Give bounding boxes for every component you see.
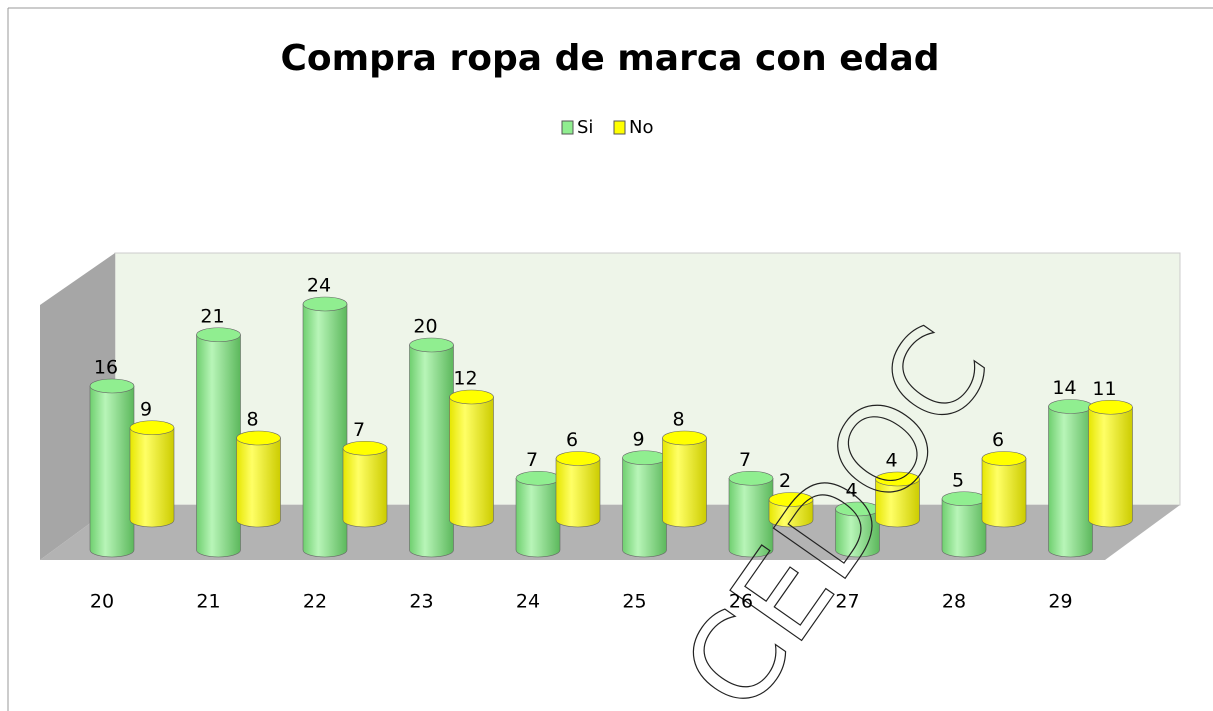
cylinder [728,477,774,558]
x-tick-label: 22 [303,591,327,613]
cylinder-top [409,337,454,353]
cylinder-top [662,430,707,446]
cylinder-top [302,296,348,312]
x-tick-label: 23 [409,591,433,613]
data-label: 6 [992,429,1004,451]
legend-swatch [613,120,626,135]
x-tick-label: 28 [942,591,966,613]
cylinder-top [981,451,1027,466]
cylinder [196,334,241,558]
data-label: 7 [526,449,538,471]
data-label: 8 [672,409,684,431]
data-label: 20 [413,316,437,338]
cylinder-top [1088,399,1133,415]
data-label: 9 [140,398,152,420]
data-label: 4 [845,480,857,502]
data-label: 21 [200,305,224,327]
cylinder [129,427,175,528]
cylinder-top [449,389,494,405]
cylinder-top [515,470,561,486]
cylinder-top [196,327,241,343]
x-tick-label: 21 [196,591,220,613]
cylinder-top [555,451,601,466]
cylinder [662,437,707,528]
cylinder [1088,406,1133,528]
x-tick-label: 24 [516,591,540,613]
x-tick-label: 27 [835,591,859,613]
data-label: 12 [453,368,477,390]
x-tick-label: 26 [729,591,753,613]
cylinder [449,396,494,528]
data-label: 6 [566,429,578,451]
cylinder [835,508,880,558]
cylinder-top [129,420,175,436]
cylinder-top [728,470,774,486]
cylinder [941,498,987,558]
cylinder-top [236,430,281,446]
data-label: 11 [1092,378,1116,400]
legend-swatch [561,120,574,135]
legend-label: Si [577,117,593,138]
x-tick-label: 25 [622,591,646,613]
cylinder [409,344,454,558]
data-label: 9 [632,428,644,450]
cylinder [1048,406,1093,558]
cylinder [768,499,814,528]
cylinder [89,385,135,558]
cylinder [302,303,348,558]
cylinder [981,458,1027,528]
cylinder-top [941,491,987,507]
data-label: 5 [952,469,964,491]
cylinder [515,477,561,558]
x-tick-label: 20 [90,591,114,613]
cylinder [622,457,667,558]
cylinder-top [875,471,920,487]
data-label: 2 [779,470,791,492]
cylinder-top [89,378,135,394]
data-label: 8 [246,409,258,431]
data-label: 24 [307,275,331,297]
chart-title: Compra ropa de marca con edad [280,38,939,79]
cylinder-top [342,440,388,456]
cylinder-top [768,492,814,507]
data-label: 16 [94,357,118,379]
cylinder [342,447,388,528]
cylinder [236,437,281,528]
x-tick-label: 29 [1048,591,1072,613]
data-label: 4 [885,450,897,472]
cylinder [875,478,920,528]
data-label: 7 [739,449,751,471]
legend-label: No [629,117,653,138]
cylinder [555,458,601,528]
cylinder-top [622,450,667,466]
cylinder-top [1048,399,1093,414]
data-label: 7 [353,419,365,441]
data-label: 14 [1052,377,1076,399]
